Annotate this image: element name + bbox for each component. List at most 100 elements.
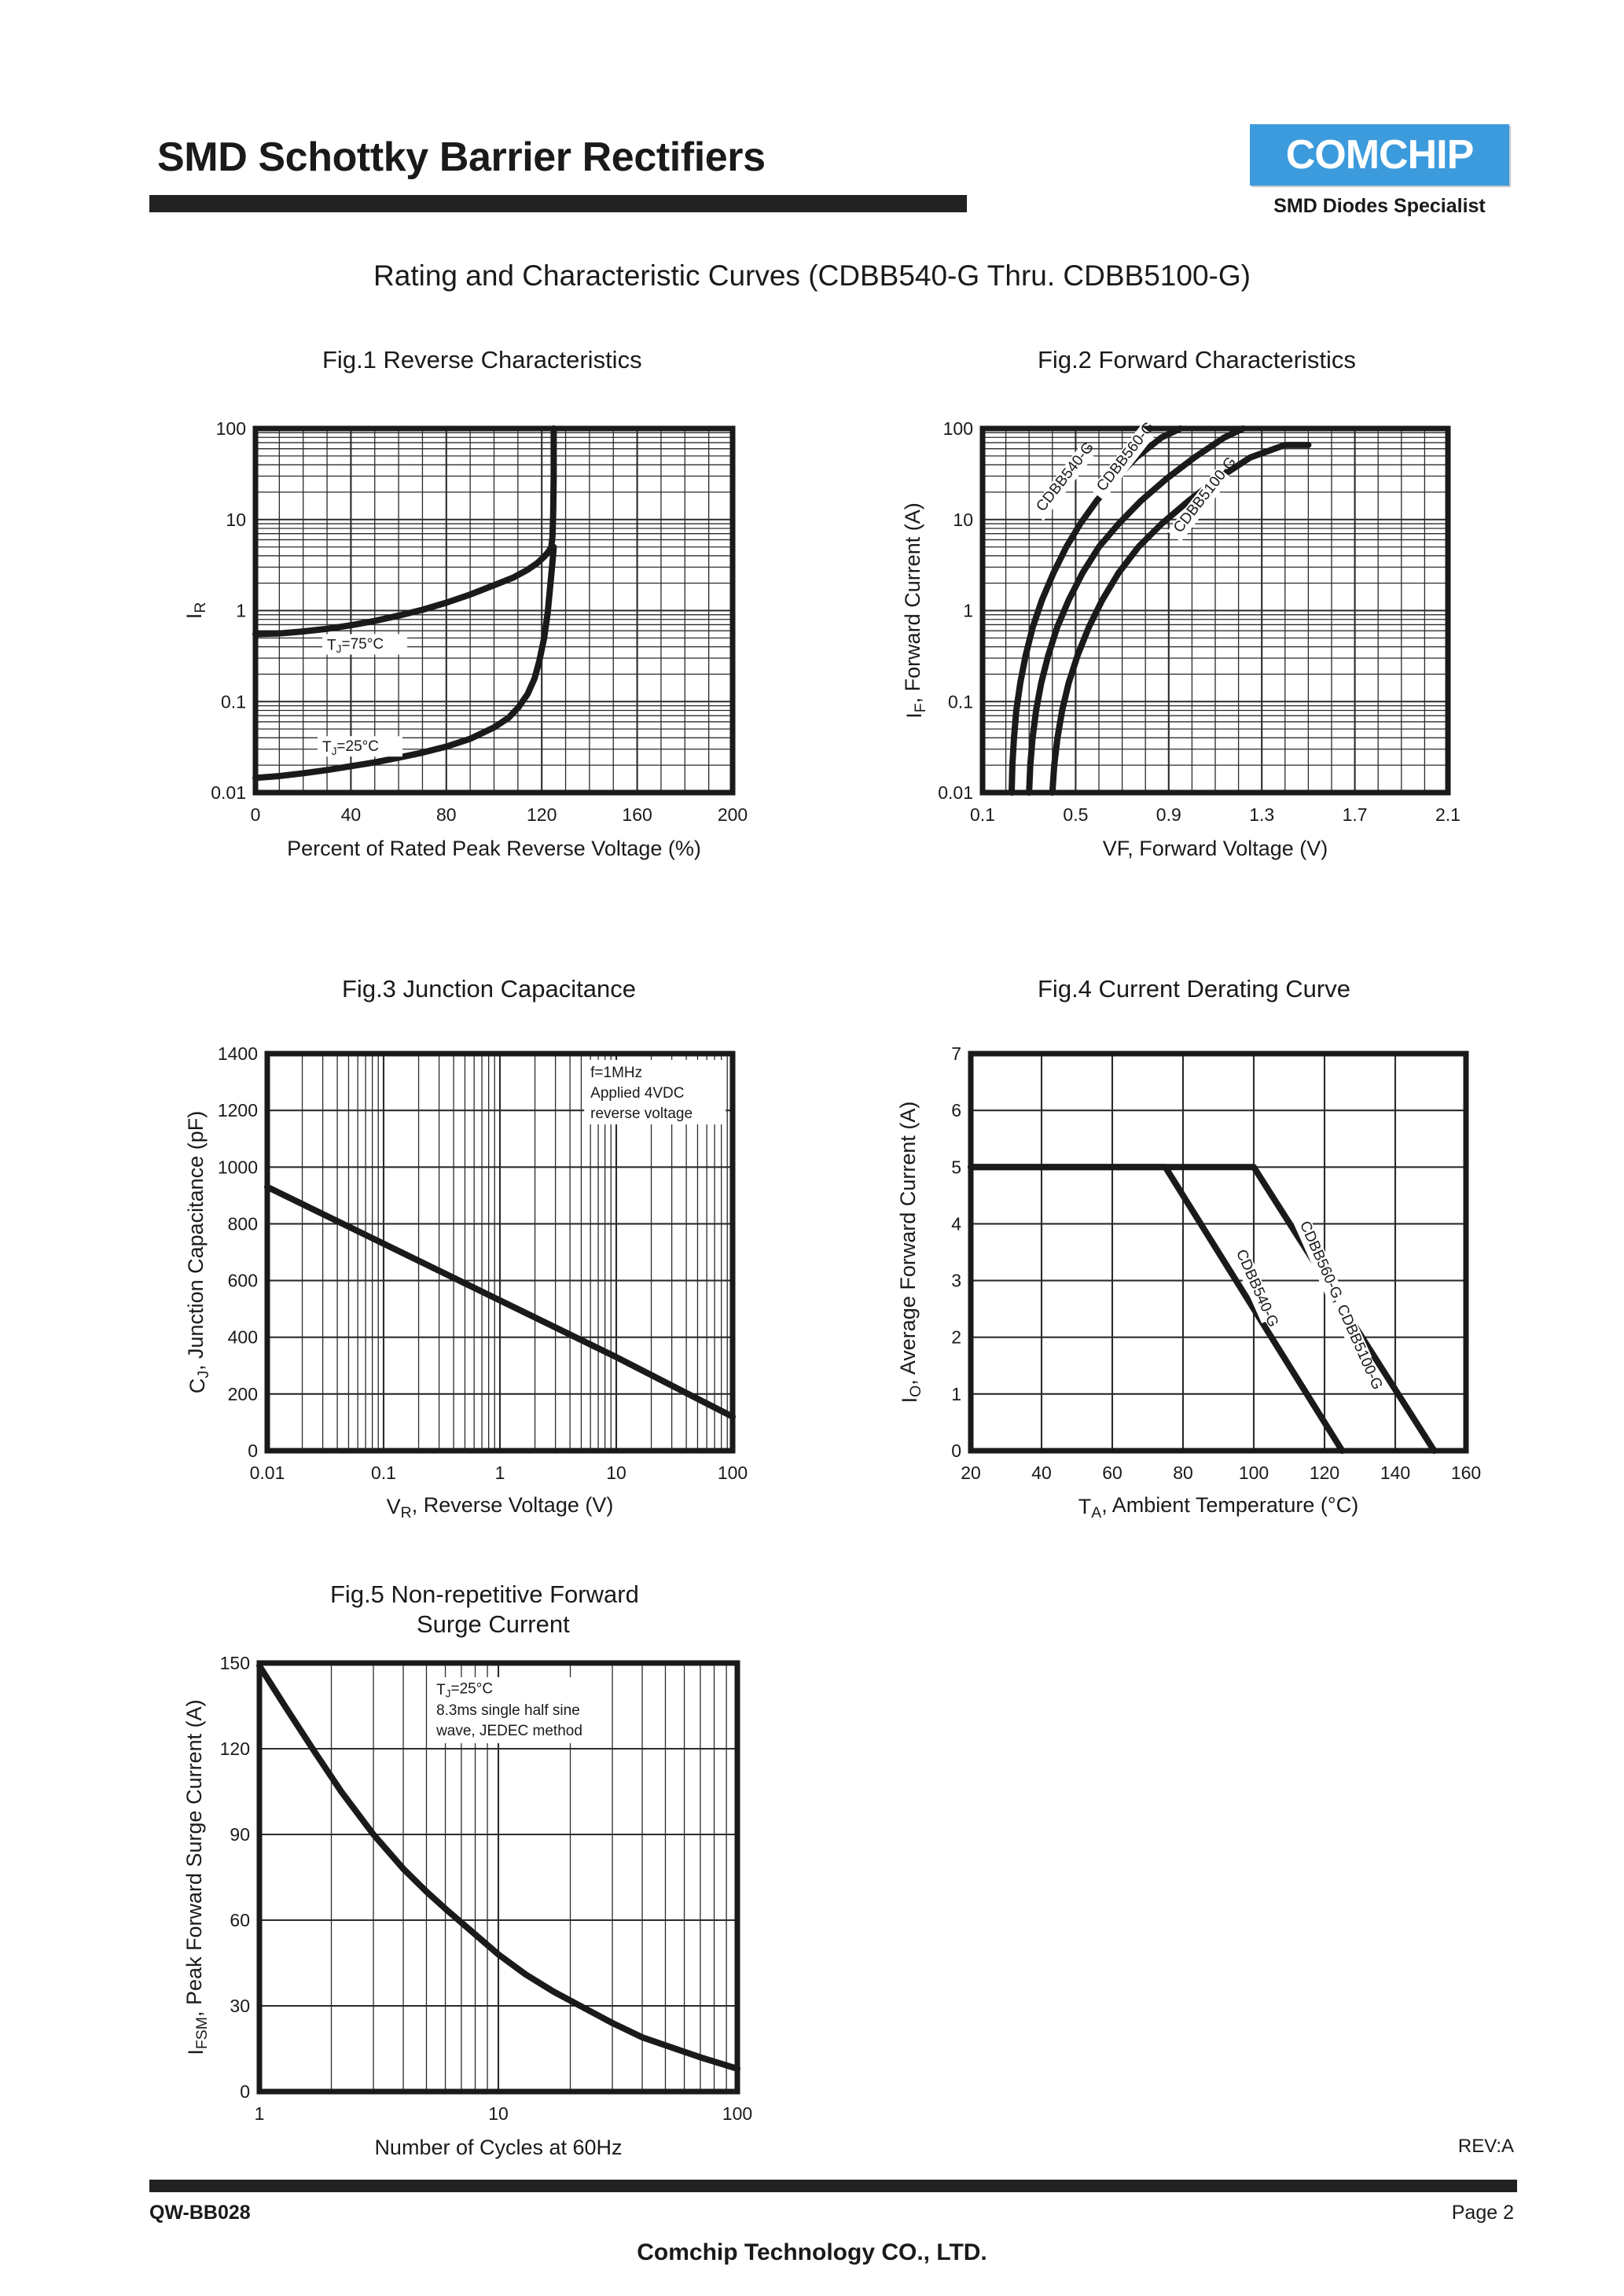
- fig4-svg: 20 40 60 80 100 120 140 160 0 1 2 3 4 5 6 7 TA, Ambient …: [896, 1043, 1481, 1521]
- curve: [256, 1662, 740, 2072]
- svg-text:0.5: 0.5: [1063, 804, 1088, 825]
- fig1-plot-frame: [252, 425, 736, 796]
- fig5-plot-frame: [256, 1660, 740, 2095]
- svg-text:1400: 1400: [218, 1043, 258, 1064]
- svg-text:3: 3: [951, 1271, 961, 1291]
- svg-text:6: 6: [951, 1100, 961, 1120]
- svg-text:IO, Average Forward Current (A: IO, Average Forward Current (A): [896, 1102, 924, 1404]
- svg-text:0.1: 0.1: [970, 804, 995, 825]
- fig1-caption: Fig.1 Reverse Characteristics: [322, 346, 642, 373]
- svg-text:5: 5: [951, 1157, 961, 1177]
- svg-text:100: 100: [722, 2103, 752, 2124]
- fig5-series: [256, 1662, 740, 2072]
- svg-text:0: 0: [248, 1441, 258, 1461]
- curve: [968, 1164, 1346, 1454]
- company-name: Comchip Technology CO., LTD.: [637, 2239, 987, 2265]
- svg-text:reverse voltage: reverse voltage: [590, 1106, 693, 1122]
- svg-text:CJ, Junction Capacitance (pF): CJ, Junction Capacitance (pF): [184, 1111, 212, 1393]
- svg-text:0.1: 0.1: [948, 691, 973, 712]
- svg-text:8.3ms single half sine: 8.3ms single half sine: [436, 1702, 580, 1719]
- fig3-series: [264, 1183, 736, 1420]
- svg-text:IFSM, Peak Forward Surge Curre: IFSM, Peak Forward Surge Current (A): [182, 1699, 211, 2055]
- svg-text:200: 200: [228, 1384, 258, 1404]
- logo-tagline: SMD Diodes Specialist: [1273, 195, 1486, 217]
- svg-text:10: 10: [953, 510, 973, 530]
- fig3-y-ticklabels: 0 200 400 600 800 1000 1200 1400: [218, 1043, 258, 1461]
- svg-text:100: 100: [718, 1463, 748, 1483]
- fig2-axis-titles: VF, Forward Voltage (V) IF, Forward Curre…: [901, 502, 1328, 860]
- svg-text:TJ=75°C: TJ=75°C: [327, 636, 384, 655]
- curve: [252, 425, 557, 638]
- svg-text:400: 400: [228, 1327, 258, 1348]
- svg-text:0: 0: [240, 2081, 250, 2102]
- svg-text:40: 40: [1031, 1463, 1052, 1483]
- svg-text:1: 1: [495, 1463, 505, 1483]
- svg-text:0.1: 0.1: [221, 691, 246, 712]
- fig5-svg: 1 10 100 0 30 60 90 120 150 Number of Cycles at 6…: [182, 1653, 752, 2159]
- svg-text:60: 60: [230, 1910, 250, 1930]
- svg-text:60: 60: [1102, 1463, 1122, 1483]
- svg-text:10: 10: [226, 510, 246, 530]
- svg-text:Number of Cycles at 60Hz: Number of Cycles at 60Hz: [374, 2136, 622, 2159]
- fig1-svg: 0 40 80 120 160 200 0.01 0.1 1 10 100 Percent of Ra…: [182, 418, 748, 860]
- svg-text:wave, JEDEC method: wave, JEDEC method: [435, 1723, 582, 1739]
- svg-text:0.01: 0.01: [211, 782, 246, 803]
- fig3-x-ticklabels: 0.01 0.1 1 10 100: [250, 1463, 748, 1483]
- fig5-axis-titles: Number of Cycles at 60Hz IFSM, Peak Forwa…: [182, 1699, 623, 2159]
- fig2-y-ticklabels: 0.01 0.1 1 10 100: [938, 418, 973, 803]
- fig1-axis-titles: Percent of Rated Peak Reverse Voltage (%…: [182, 602, 701, 860]
- fig2-x-ticklabels: 0.1 0.5 0.9 1.3 1.7 2.1: [970, 804, 1460, 825]
- fig2-caption: Fig.2 Forward Characteristics: [1038, 346, 1356, 373]
- svg-text:800: 800: [228, 1213, 258, 1234]
- fig5-caption-line1: Fig.5 Non-repetitive Forward: [330, 1580, 639, 1608]
- svg-text:10: 10: [606, 1463, 626, 1483]
- curve: [968, 1164, 1438, 1454]
- svg-text:IF, Forward Current (A): IF, Forward Current (A): [901, 502, 929, 718]
- fig4-caption: Fig.4 Current Derating Curve: [1038, 975, 1350, 1003]
- fig5-caption-line2: Surge Current: [417, 1610, 570, 1638]
- svg-text:10: 10: [488, 2103, 509, 2124]
- svg-text:Applied 4VDC: Applied 4VDC: [590, 1085, 684, 1102]
- svg-text:0: 0: [251, 804, 261, 825]
- svg-text:0.01: 0.01: [250, 1463, 285, 1483]
- fig2-chart: 0.1 0.5 0.9 1.3 1.7 2.1 0.01 0.1 1 10 100 VF, Forwa…: [896, 393, 1462, 881]
- svg-text:1200: 1200: [218, 1100, 258, 1120]
- footer-divider: [149, 2180, 1517, 2192]
- svg-text:1.7: 1.7: [1343, 804, 1368, 825]
- svg-text:40: 40: [341, 804, 362, 825]
- svg-text:100: 100: [216, 418, 246, 439]
- svg-text:120: 120: [527, 804, 557, 825]
- fig5-y-ticklabels: 0 30 60 90 120 150: [220, 1653, 250, 2102]
- fig4-x-ticklabels: 20 40 60 80 100 120 140 160: [961, 1463, 1481, 1483]
- svg-text:1: 1: [255, 2103, 265, 2124]
- curve: [264, 1183, 736, 1420]
- svg-text:160: 160: [622, 804, 652, 825]
- revision-label: REV:A: [1457, 2136, 1514, 2157]
- section-subtitle: Rating and Characteristic Curves (CDBB54…: [373, 259, 1251, 292]
- svg-text:TJ=25°C: TJ=25°C: [322, 738, 379, 757]
- svg-text:120: 120: [1310, 1463, 1339, 1483]
- svg-text:f=1MHz: f=1MHz: [590, 1065, 642, 1081]
- svg-text:1: 1: [951, 1384, 961, 1404]
- svg-text:160: 160: [1451, 1463, 1481, 1483]
- curve: [1049, 441, 1312, 796]
- page-title: SMD Schottky Barrier Rectifiers: [157, 134, 766, 180]
- svg-text:TA, Ambient Temperature (°C): TA, Ambient Temperature (°C): [1078, 1493, 1358, 1521]
- svg-text:1: 1: [963, 601, 973, 621]
- svg-text:1: 1: [236, 601, 246, 621]
- svg-text:0.01: 0.01: [938, 782, 973, 803]
- header-divider: [149, 195, 967, 212]
- svg-text:0.9: 0.9: [1156, 804, 1181, 825]
- svg-text:120: 120: [220, 1739, 250, 1759]
- svg-text:0.1: 0.1: [371, 1463, 396, 1483]
- fig1-gridlines: [254, 427, 734, 794]
- svg-text:20: 20: [961, 1463, 981, 1483]
- fig3-svg: 0.01 0.1 1 10 1000200400600800100012001400VR…: [184, 1043, 748, 1521]
- fig3-axis-titles: VR, Reverse Voltage (V) CJ, Junction Capa…: [184, 1111, 613, 1521]
- fig4-chart: 20 40 60 80 100 120 140 160 0 1 2 3 4 5 6 7 TA, Ambient …: [896, 1014, 1486, 1549]
- svg-text:140: 140: [1380, 1463, 1410, 1483]
- fig1-x-ticklabels: 0 40 80 120 160 200: [251, 804, 748, 825]
- fig1-chart: 0 40 80 120 160 200 0.01 0.1 1 10 100 Percent of Ra…: [181, 393, 748, 881]
- fig5-chart: 1 10 100 0 30 60 90 120 150 Number of Cycles at 6…: [181, 1636, 755, 2202]
- svg-text:200: 200: [718, 804, 748, 825]
